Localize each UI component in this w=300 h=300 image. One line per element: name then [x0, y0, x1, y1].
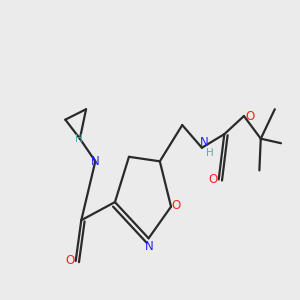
Text: N: N	[145, 240, 154, 253]
Text: O: O	[208, 173, 217, 186]
Text: N: N	[200, 136, 209, 149]
Text: O: O	[171, 199, 180, 212]
Text: H: H	[206, 148, 214, 158]
Text: H: H	[75, 134, 83, 144]
Text: N: N	[91, 155, 100, 168]
Text: O: O	[65, 254, 74, 268]
Text: O: O	[245, 110, 255, 122]
